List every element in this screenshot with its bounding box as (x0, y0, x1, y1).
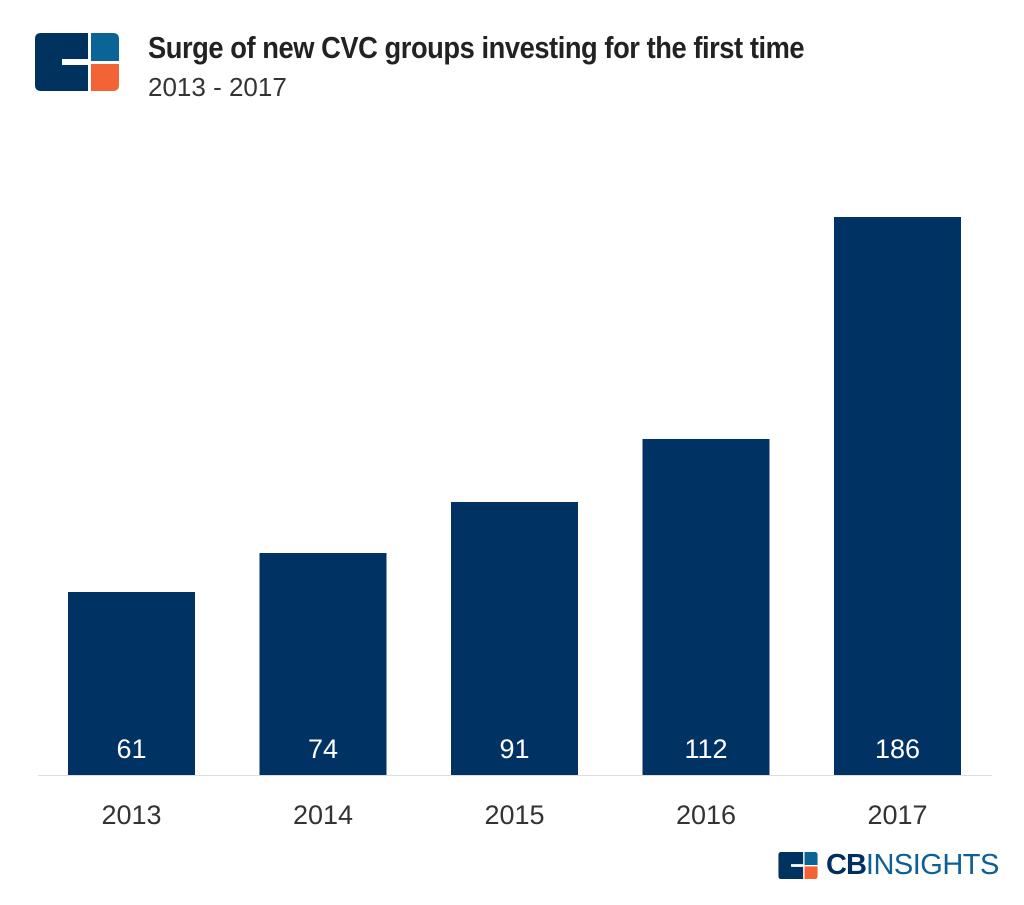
brand-footer: CB INSIGHTS (776, 849, 999, 882)
x-tick-label: 2017 (867, 800, 927, 830)
bar-2017 (834, 217, 961, 775)
bar-2015 (451, 502, 578, 775)
data-label: 186 (875, 734, 920, 764)
data-label: 112 (684, 734, 727, 764)
cb-insights-logo (35, 33, 119, 96)
chart-subtitle: 2013 - 2017 (148, 72, 287, 102)
bar-2013 (68, 592, 195, 775)
x-tick-label: 2013 (101, 800, 161, 830)
x-tick-label: 2016 (676, 800, 736, 830)
chart-title: Surge of new CVC groups investing for th… (148, 30, 805, 65)
data-label: 61 (116, 734, 146, 764)
bar-2014 (259, 553, 387, 775)
cb-logo-icon (778, 852, 818, 879)
data-label: 91 (499, 734, 529, 764)
data-label: 74 (308, 734, 338, 764)
x-tick-label: 2015 (484, 800, 544, 830)
brand-cb: CB (826, 849, 867, 881)
bar-2016 (642, 439, 770, 775)
brand-insights: INSIGHTS (865, 849, 999, 881)
x-tick-label: 2014 (293, 800, 353, 830)
